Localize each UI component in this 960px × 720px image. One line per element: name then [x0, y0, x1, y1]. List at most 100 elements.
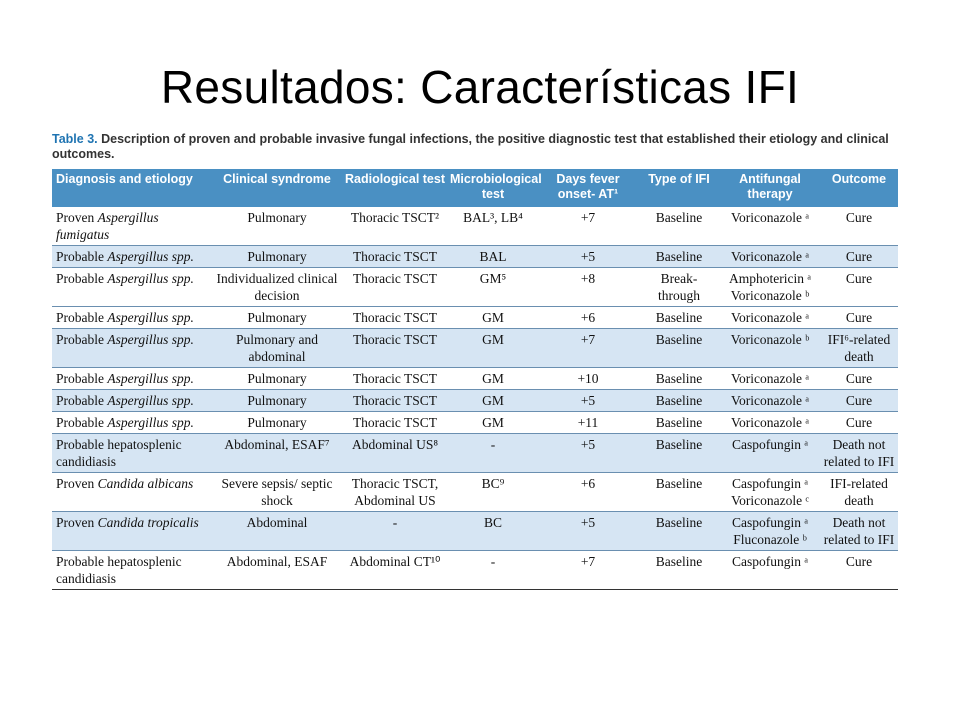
table-header-row: Diagnosis and etiology Clinical syndrome… — [52, 169, 898, 207]
cell-antifungal-therapy: Voriconazole ᵇ — [720, 328, 820, 368]
diagnosis-organism: Candida tropicalis — [97, 515, 199, 530]
cell-radiological-test: Thoracic TSCT — [342, 328, 448, 368]
header-clinical-syndrome: Clinical syndrome — [212, 169, 342, 207]
cell-diagnosis: Probable Aspergillus spp. — [52, 245, 212, 268]
cell-antifungal-therapy: Caspofungin ᵃ Fluconazole ᵇ — [720, 511, 820, 551]
cell-radiological-test: Thoracic TSCT² — [342, 207, 448, 246]
table-label: Table 3. — [52, 132, 98, 146]
cell-microbiological-test: BC⁹ — [448, 472, 538, 512]
cell-days-fever: +7 — [538, 328, 638, 368]
cell-antifungal-therapy: Caspofungin ᵃ Voriconazole ᶜ — [720, 472, 820, 512]
ifi-table: Diagnosis and etiology Clinical syndrome… — [52, 169, 898, 590]
cell-radiological-test: Thoracic TSCT — [342, 389, 448, 412]
cell-days-fever: +6 — [538, 472, 638, 512]
header-radiological-test: Radiological test — [342, 169, 448, 207]
cell-clinical-syndrome: Pulmonary — [212, 411, 342, 434]
table-row: Probable hepatosplenic candidiasis Abdomi… — [52, 433, 898, 473]
diagnosis-prefix: Probable — [56, 310, 104, 325]
cell-microbiological-test: - — [448, 433, 538, 473]
cell-radiological-test: - — [342, 511, 448, 551]
cell-diagnosis: Probable Aspergillus spp. — [52, 367, 212, 390]
cell-radiological-test: Abdominal US⁸ — [342, 433, 448, 473]
cell-radiological-test: Thoracic TSCT — [342, 306, 448, 329]
cell-microbiological-test: GM⁵ — [448, 267, 538, 307]
table-row: Probable Aspergillus spp. Pulmonary Thorac… — [52, 411, 898, 434]
cell-clinical-syndrome: Severe sepsis/ septic shock — [212, 472, 342, 512]
table-caption-text: Description of proven and probable invas… — [52, 132, 889, 161]
header-type-ifi: Type of IFI — [638, 169, 720, 207]
cell-clinical-syndrome: Abdominal — [212, 511, 342, 551]
table-row: Probable hepatosplenic candidiasis Abdomi… — [52, 550, 898, 590]
diagnosis-prefix: Probable — [56, 415, 104, 430]
cell-clinical-syndrome: Pulmonary — [212, 245, 342, 268]
cell-type-ifi: Break-through — [638, 267, 720, 307]
cell-radiological-test: Abdominal CT¹⁰ — [342, 550, 448, 590]
cell-diagnosis: Probable Aspergillus spp. — [52, 306, 212, 329]
cell-radiological-test: Thoracic TSCT, Abdominal US — [342, 472, 448, 512]
cell-microbiological-test: GM — [448, 389, 538, 412]
diagnosis-organism: Aspergillus spp. — [107, 393, 194, 408]
cell-clinical-syndrome: Pulmonary and abdominal — [212, 328, 342, 368]
cell-diagnosis: Probable hepatosplenic candidiasis — [52, 433, 212, 473]
cell-outcome: Cure — [820, 267, 898, 307]
cell-microbiological-test: BAL³, LB⁴ — [448, 207, 538, 246]
table-row: Proven Aspergillus fumigatus Pulmonary Tho… — [52, 207, 898, 246]
table-row: Probable Aspergillus spp. Pulmonary and a… — [52, 328, 898, 368]
table-row: Proven Candida albicans Severe sepsis/ se… — [52, 472, 898, 512]
cell-microbiological-test: BC — [448, 511, 538, 551]
cell-outcome: Cure — [820, 245, 898, 268]
cell-clinical-syndrome: Pulmonary — [212, 306, 342, 329]
cell-type-ifi: Baseline — [638, 306, 720, 329]
cell-outcome: Cure — [820, 389, 898, 412]
cell-clinical-syndrome: Individualized clinical decision — [212, 267, 342, 307]
diagnosis-prefix: Probable — [56, 371, 104, 386]
diagnosis-organism: Aspergillus spp. — [107, 332, 194, 347]
table-row: Probable Aspergillus spp. Pulmonary Thorac… — [52, 306, 898, 329]
table-row: Probable Aspergillus spp. Pulmonary Thorac… — [52, 389, 898, 412]
table-row: Proven Candida tropicalis Abdominal - BC +5 B… — [52, 511, 898, 551]
table-row: Probable Aspergillus spp. Pulmonary Thorac… — [52, 245, 898, 268]
diagnosis-prefix: Proven — [56, 476, 95, 491]
cell-diagnosis: Probable hepatosplenic candidiasis — [52, 550, 212, 590]
cell-antifungal-therapy: Amphotericin ᵃ Voriconazole ᵇ — [720, 267, 820, 307]
cell-microbiological-test: - — [448, 550, 538, 590]
cell-diagnosis: Probable Aspergillus spp. — [52, 267, 212, 307]
cell-diagnosis: Probable Aspergillus spp. — [52, 328, 212, 368]
cell-clinical-syndrome: Pulmonary — [212, 207, 342, 246]
cell-microbiological-test: GM — [448, 367, 538, 390]
diagnosis-prefix: Proven — [56, 515, 95, 530]
cell-outcome: Death not related to IFI — [820, 433, 898, 473]
cell-antifungal-therapy: Voriconazole ᵃ — [720, 389, 820, 412]
slide-title: Resultados: Características IFI — [160, 61, 800, 113]
header-outcome: Outcome — [820, 169, 898, 207]
cell-antifungal-therapy: Voriconazole ᵃ — [720, 207, 820, 246]
diagnosis-prefix: Proven — [56, 210, 95, 225]
cell-antifungal-therapy: Voriconazole ᵃ — [720, 367, 820, 390]
cell-type-ifi: Baseline — [638, 472, 720, 512]
cell-outcome: IFI⁶-related death — [820, 328, 898, 368]
cell-type-ifi: Baseline — [638, 511, 720, 551]
cell-type-ifi: Baseline — [638, 550, 720, 590]
cell-days-fever: +11 — [538, 411, 638, 434]
cell-microbiological-test: BAL — [448, 245, 538, 268]
table-row: Probable Aspergillus spp. Pulmonary Thorac… — [52, 367, 898, 390]
header-diagnosis: Diagnosis and etiology — [52, 169, 212, 207]
diagnosis-prefix: Probable — [56, 249, 104, 264]
diagnosis-organism: Aspergillus fumigatus — [56, 210, 159, 242]
diagnosis-prefix: Probable hepatosplenic candidiasis — [56, 437, 182, 469]
cell-days-fever: +5 — [538, 511, 638, 551]
cell-radiological-test: Thoracic TSCT — [342, 367, 448, 390]
header-antifungal-therapy: Antifungal therapy — [720, 169, 820, 207]
cell-outcome: Cure — [820, 367, 898, 390]
cell-type-ifi: Baseline — [638, 433, 720, 473]
cell-outcome: IFI-related death — [820, 472, 898, 512]
diagnosis-organism: Aspergillus spp. — [107, 310, 194, 325]
cell-clinical-syndrome: Pulmonary — [212, 389, 342, 412]
cell-days-fever: +5 — [538, 433, 638, 473]
cell-microbiological-test: GM — [448, 306, 538, 329]
diagnosis-prefix: Probable hepatosplenic candidiasis — [56, 554, 182, 586]
cell-days-fever: +7 — [538, 207, 638, 246]
diagnosis-prefix: Probable — [56, 393, 104, 408]
diagnosis-prefix: Probable — [56, 271, 104, 286]
cell-type-ifi: Baseline — [638, 367, 720, 390]
